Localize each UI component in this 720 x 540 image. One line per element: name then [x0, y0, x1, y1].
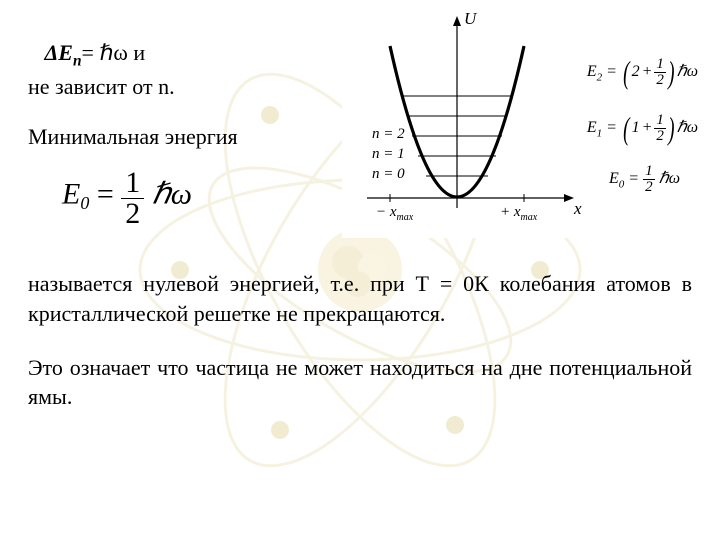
energy-E0: E0 = 12 ℏω [609, 164, 680, 195]
xmax-label: + xmax [500, 204, 538, 223]
energy-E2: E2 = (2+12)ℏω [587, 54, 698, 91]
axis-label-U: U [464, 9, 478, 28]
equation-E0: E0 = 12 ℏω [62, 168, 192, 229]
axis-label-x: x [573, 199, 582, 218]
level-n1: n = 1 [372, 146, 405, 162]
level-n2: n = 2 [372, 126, 405, 142]
paragraph-2: Это означает что частица не может находи… [28, 353, 692, 412]
potential-well-diagram: U x − xmax + xmax n = 0 n = 1 n = 2 E2 =… [342, 8, 702, 238]
paragraph-1: называется нулевой энергией, т.е. при Т … [28, 269, 692, 328]
xmin-label: − xmax [376, 204, 414, 223]
energy-E1: E1 = (1+12)ℏω [587, 110, 698, 147]
level-n0: n = 0 [372, 166, 405, 182]
